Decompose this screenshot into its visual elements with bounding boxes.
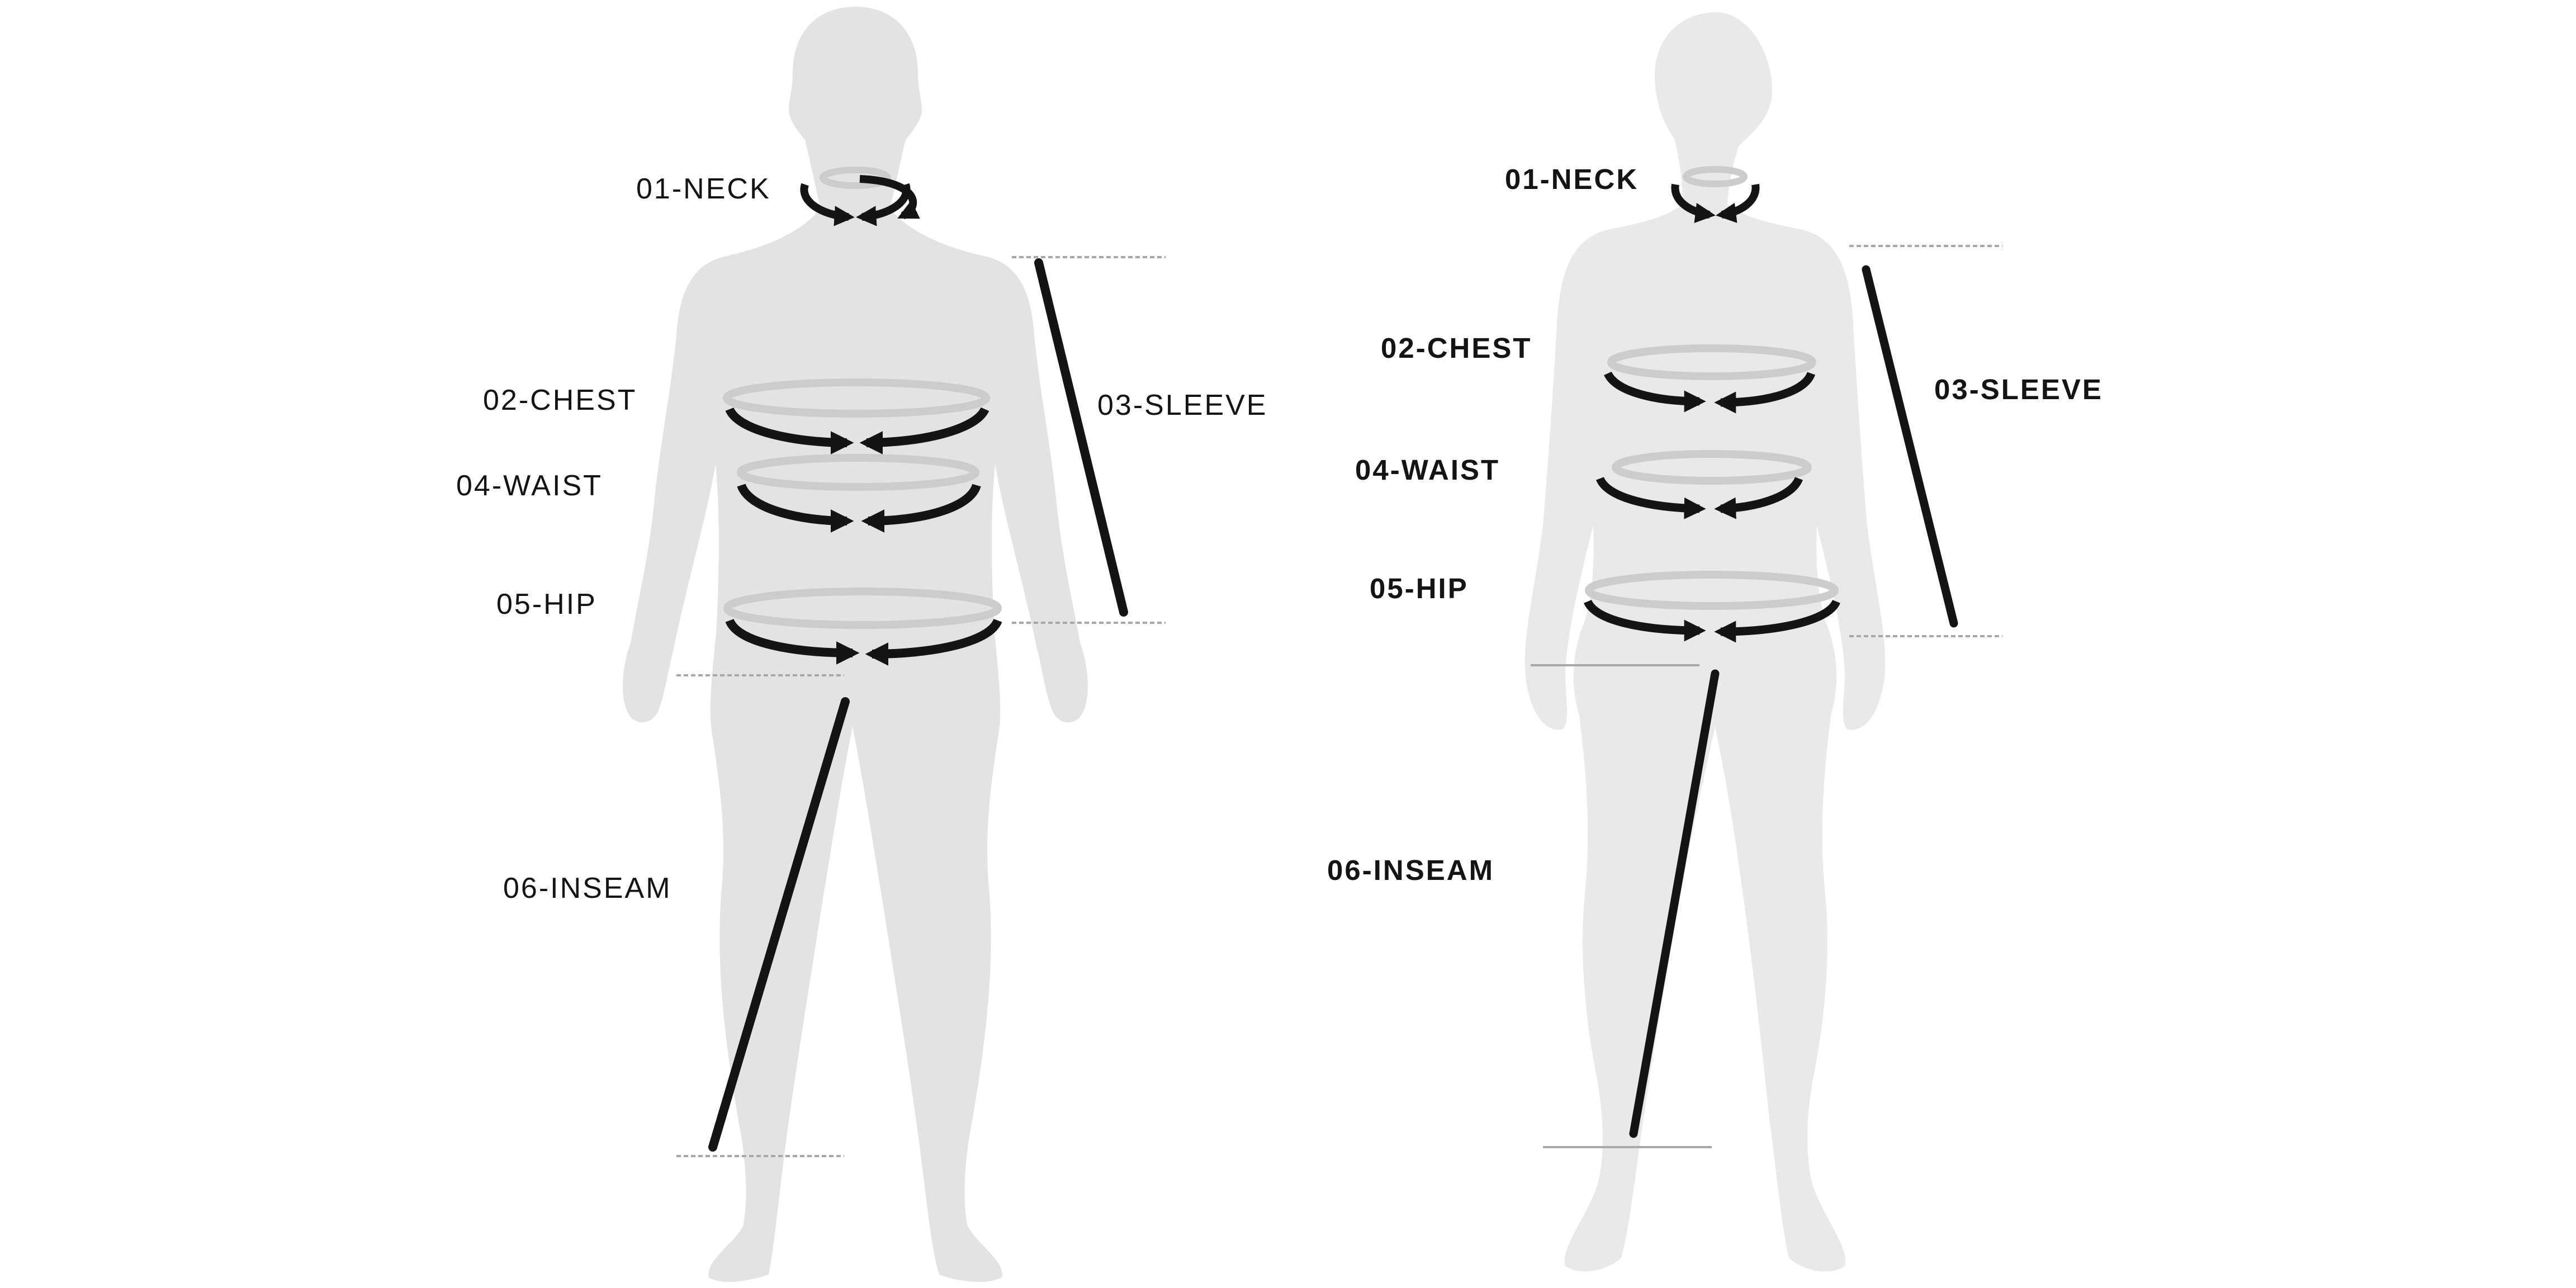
female-sleeve-measure — [1849, 245, 2002, 637]
male-waist-label: 04-WAIST — [456, 470, 603, 502]
female-inseam-measure — [1531, 664, 1720, 1148]
female-inseam-label: 06-INSEAM — [1327, 854, 1494, 886]
female-chest-label: 02-CHEST — [1381, 332, 1532, 364]
male-inseam-measure — [676, 674, 850, 1157]
male-inseam-label: 06-INSEAM — [503, 872, 672, 905]
male-sleeve-label: 03-SLEEVE — [1097, 389, 1268, 422]
female-waist-label: 04-WAIST — [1355, 454, 1500, 486]
male-neck-measure — [800, 167, 920, 226]
female-neck-measure — [1671, 166, 1760, 223]
female-waist-measure — [1595, 450, 1812, 519]
female-neck-label: 01-NECK — [1505, 163, 1639, 195]
female-hip-label: 05-HIP — [1370, 572, 1469, 604]
female-hip-measure — [1584, 571, 1840, 643]
male-hip-measure — [723, 588, 1002, 666]
male-waist-measure — [737, 454, 981, 533]
male-chest-measure — [723, 378, 990, 454]
male-chest-label: 02-CHEST — [483, 384, 637, 416]
female-figure: 01-NECK 02-CHEST 03-SLEEVE 04-WAIST 05-H… — [1327, 12, 2103, 1272]
male-neck-label: 01-NECK — [636, 173, 771, 205]
male-sleeve-measure — [1012, 256, 1166, 624]
female-sleeve-label: 03-SLEEVE — [1934, 373, 2103, 405]
female-silhouette — [1524, 12, 1886, 1272]
female-chest-measure — [1604, 344, 1816, 414]
male-figure: 01-NECK 02-CHEST 03-SLEEVE 04-WAIST 05-H… — [456, 7, 1268, 1282]
male-hip-label: 05-HIP — [496, 588, 597, 621]
